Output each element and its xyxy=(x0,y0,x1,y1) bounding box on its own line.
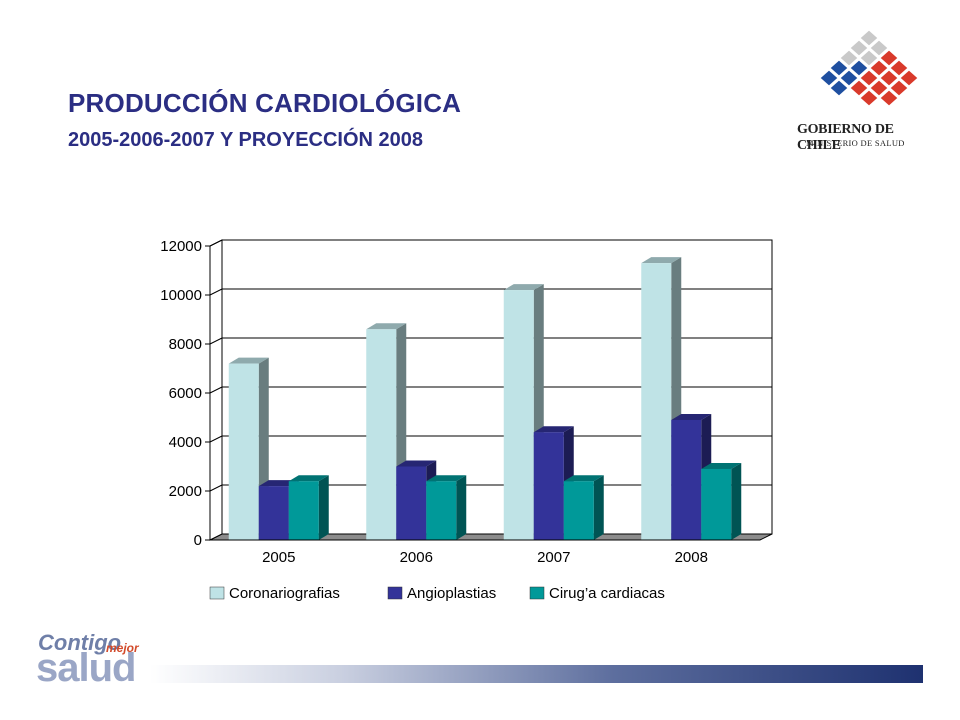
bar-top xyxy=(228,357,269,364)
logo-tile xyxy=(869,59,889,77)
logo-tile xyxy=(879,89,899,107)
footer-gradient-bar xyxy=(150,665,923,683)
contigo-brand-text: Contigo xyxy=(38,630,122,655)
logo-tile xyxy=(899,69,919,87)
bar-top xyxy=(671,413,712,420)
bar-top xyxy=(426,475,467,482)
gridline-side xyxy=(209,386,223,394)
bar-top xyxy=(641,257,682,264)
bar xyxy=(533,432,564,540)
logo-tile xyxy=(859,49,879,67)
bar-side xyxy=(456,475,467,540)
logo-tile xyxy=(859,30,879,47)
x-tick-label: 2007 xyxy=(537,549,570,566)
gridline-side xyxy=(209,337,223,345)
y-tick-label: 6000 xyxy=(169,385,202,402)
bar-top xyxy=(366,323,407,330)
bar xyxy=(258,486,289,540)
legend-swatch xyxy=(209,586,225,600)
logo-tile xyxy=(879,69,899,87)
logo-tile xyxy=(829,59,849,77)
legend-label: Angioplastias xyxy=(407,585,496,602)
bar-side xyxy=(318,475,329,540)
bar xyxy=(426,481,457,540)
logo-tile xyxy=(839,69,859,87)
bar-top xyxy=(503,284,544,291)
logo-text-ministerio: MINISTERIO DE SALUD xyxy=(806,138,905,148)
gridline-side xyxy=(209,288,223,296)
bar xyxy=(503,290,534,540)
logo-tile xyxy=(849,59,869,77)
salud-brand-text: salud xyxy=(36,646,136,690)
y-tick-label: 12000 xyxy=(160,238,202,255)
y-tick-label: 10000 xyxy=(160,287,202,304)
bar xyxy=(641,263,672,540)
bar-top xyxy=(396,460,437,467)
logo-tile xyxy=(819,69,839,87)
logo-tile xyxy=(889,79,909,97)
bar xyxy=(671,419,702,540)
logo-tile xyxy=(889,59,909,77)
logo-tile xyxy=(869,39,889,57)
legend-swatch xyxy=(387,586,403,600)
logo-tile xyxy=(849,79,869,97)
mejor-brand-text: mejor xyxy=(106,641,139,655)
legend-swatch xyxy=(529,586,545,600)
bar xyxy=(701,468,732,540)
logo-tile xyxy=(879,49,899,67)
logo-tile xyxy=(839,49,859,67)
gridline-side xyxy=(209,435,223,443)
y-tick-label: 8000 xyxy=(169,336,202,353)
slide-subtitle: 2005-2006-2007 Y PROYECCIÓN 2008 xyxy=(68,129,424,151)
slide-title: PRODUCCIÓN CARDIOLÓGICA xyxy=(68,88,462,118)
y-tick-label: 4000 xyxy=(169,434,202,451)
bar xyxy=(563,481,594,540)
logo-text-gobierno: GOBIERNO DE CHILE xyxy=(797,122,894,153)
logo-tile xyxy=(829,79,849,97)
bar xyxy=(396,466,427,540)
bar-top xyxy=(533,426,574,433)
x-tick-label: 2005 xyxy=(262,549,295,566)
x-tick-label: 2008 xyxy=(675,549,708,566)
y-tick-label: 0 xyxy=(194,532,202,549)
bar-top xyxy=(563,475,604,482)
bar xyxy=(366,329,397,540)
gridline-side xyxy=(209,484,223,492)
logo-tile xyxy=(869,79,889,97)
bar-top xyxy=(701,462,742,469)
government-logo-icon xyxy=(819,30,919,107)
logo-tile xyxy=(859,89,879,107)
y-tick-label: 2000 xyxy=(169,483,202,500)
bar-side xyxy=(593,475,604,540)
legend-label: Cirug’a cardiacas xyxy=(549,585,665,602)
gridline-side xyxy=(209,239,223,247)
bar xyxy=(288,481,319,540)
logo-tile xyxy=(859,69,879,87)
bar-side xyxy=(731,462,742,540)
bar xyxy=(228,363,259,540)
logo-tile xyxy=(849,39,869,57)
x-tick-label: 2006 xyxy=(400,549,433,566)
legend-label: Coronariografias xyxy=(229,585,340,602)
bar-top xyxy=(288,475,329,482)
